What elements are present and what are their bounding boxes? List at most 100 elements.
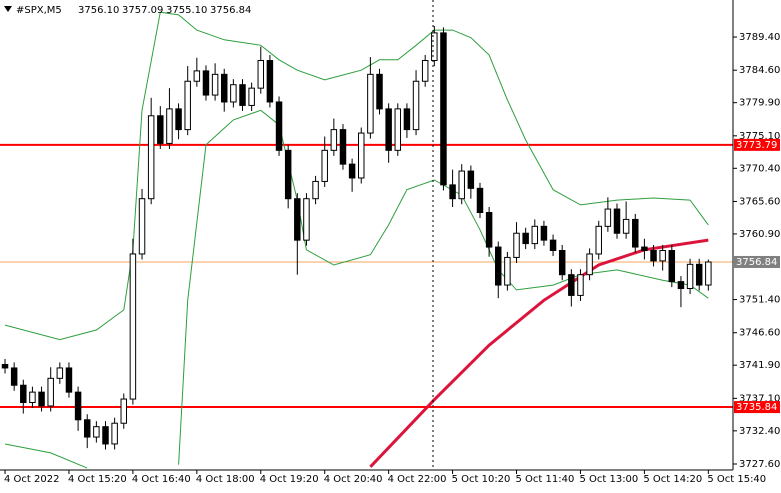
candle-body xyxy=(641,246,648,252)
candle-body xyxy=(339,129,347,165)
price-tag-label: 3756.84 xyxy=(736,257,777,268)
candle-body xyxy=(202,70,210,96)
candle-body xyxy=(549,239,557,252)
y-tick-label: 3765.60 xyxy=(739,196,780,207)
candle-body xyxy=(330,129,338,151)
price-tag xyxy=(734,138,780,151)
candle-body xyxy=(56,367,64,379)
header-close: 3756.84 xyxy=(210,5,251,16)
candle-body xyxy=(248,87,255,106)
candle-body xyxy=(157,115,164,144)
candle-body xyxy=(650,250,657,262)
header-high: 3757.09 xyxy=(122,5,163,16)
x-tick-label: 4 Oct 2022 xyxy=(4,474,59,485)
candle-body xyxy=(20,384,27,404)
candle-body xyxy=(595,225,602,255)
candle-body xyxy=(622,218,630,234)
candle-body xyxy=(632,218,639,248)
candle-body xyxy=(83,419,91,438)
candle-body xyxy=(376,73,383,110)
candle-body xyxy=(102,426,109,445)
candle-body xyxy=(695,263,703,286)
price-tag-label: 3773.79 xyxy=(736,140,777,151)
candle-body xyxy=(138,198,146,255)
y-tick-label: 3789.40 xyxy=(739,32,780,43)
candle-body xyxy=(230,84,237,103)
candle-body xyxy=(184,80,191,131)
candle-body xyxy=(321,149,328,182)
candle-body xyxy=(65,367,73,393)
candle-body xyxy=(74,391,82,421)
y-tick-label: 3727.60 xyxy=(739,459,780,470)
candle-body xyxy=(604,208,612,227)
y-tick-label: 3775.10 xyxy=(739,131,780,142)
candle-body xyxy=(421,60,429,82)
candle-body xyxy=(485,212,493,248)
candle-body xyxy=(284,149,292,200)
candle-body xyxy=(586,253,593,276)
candle-body xyxy=(193,70,201,82)
y-tick-label: 3779.90 xyxy=(739,98,780,109)
y-tick-label: 3760.90 xyxy=(739,229,780,240)
candle-body xyxy=(659,250,666,262)
x-tick-label: 4 Oct 15:20 xyxy=(68,474,127,485)
plot-area xyxy=(0,11,733,469)
candle-body xyxy=(166,108,173,144)
x-tick-label: 5 Oct 15:40 xyxy=(707,474,766,485)
candle-body xyxy=(476,187,484,214)
y-tick-label: 3737.10 xyxy=(739,393,780,404)
candle-body xyxy=(540,225,548,241)
candle-body xyxy=(705,261,712,286)
candle-body xyxy=(220,73,228,103)
candle-body xyxy=(348,163,356,179)
header-open: 3756.10 xyxy=(78,5,119,16)
candle-body xyxy=(504,256,511,286)
candle-body xyxy=(312,180,319,200)
x-tick-label: 4 Oct 19:20 xyxy=(260,474,319,485)
candle-body xyxy=(93,426,100,438)
candle-body xyxy=(239,84,246,106)
x-tick-label: 4 Oct 22:00 xyxy=(388,474,447,485)
candle-body xyxy=(668,250,676,283)
candle-body xyxy=(458,170,465,200)
candle-body xyxy=(467,170,475,189)
price-tag-label: 3735.84 xyxy=(736,402,777,413)
candle-body xyxy=(111,422,118,445)
candle-body xyxy=(677,281,685,290)
candle-body xyxy=(412,80,420,131)
x-tick-label: 5 Oct 14:20 xyxy=(643,474,702,485)
candle-body xyxy=(558,250,566,276)
candle-body xyxy=(147,115,155,200)
candle-body xyxy=(568,274,575,296)
x-tick-label: 4 Oct 18:00 xyxy=(196,474,255,485)
candle-body xyxy=(495,246,502,286)
candle-body xyxy=(211,73,219,96)
candle-body xyxy=(257,60,265,89)
candle-body xyxy=(38,391,45,407)
candle-body xyxy=(303,198,310,241)
candle-body xyxy=(1,364,9,369)
y-tick-label: 3784.60 xyxy=(739,65,780,76)
indicator-line xyxy=(4,11,709,341)
candle-body xyxy=(47,377,54,407)
header-low: 3755.10 xyxy=(166,5,207,16)
price-tag xyxy=(734,401,780,414)
candle-body xyxy=(522,232,529,245)
x-tick-label: 5 Oct 10:20 xyxy=(452,474,511,485)
candle-body xyxy=(385,108,392,151)
candle-body xyxy=(577,274,584,296)
y-tick-label: 3732.40 xyxy=(739,426,780,437)
candle-body xyxy=(10,367,18,386)
y-tick-label: 3751.40 xyxy=(739,295,780,306)
candle-body xyxy=(358,132,365,179)
candle-body xyxy=(686,263,694,290)
candle-body xyxy=(449,184,456,200)
candle-body xyxy=(531,225,539,245)
x-tick-label: 5 Oct 13:00 xyxy=(579,474,638,485)
candle-body xyxy=(120,398,128,424)
menu-arrow[interactable] xyxy=(4,6,12,12)
x-tick-label: 4 Oct 16:40 xyxy=(132,474,191,485)
candle-body xyxy=(431,32,438,62)
